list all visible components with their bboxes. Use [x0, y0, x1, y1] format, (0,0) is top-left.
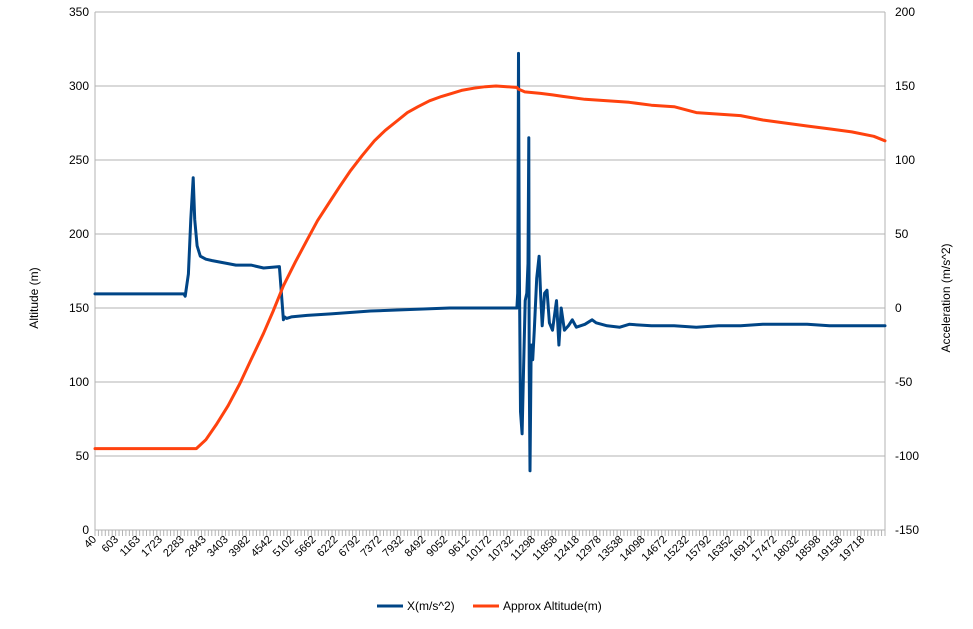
x-tick-label: 1723 [139, 534, 165, 560]
y-tick-label-right: 200 [895, 5, 915, 19]
legend-label-accel: X(m/s^2) [407, 599, 455, 613]
y-tick-label-left: 300 [69, 79, 89, 93]
y-tick-label-left: 50 [76, 449, 90, 463]
x-tick-label: 10732 [486, 534, 516, 564]
y-tick-label-right: 100 [895, 153, 915, 167]
series-lines [93, 51, 887, 473]
y-tick-label-left: 150 [69, 301, 89, 315]
x-tick-label: 2283 [161, 534, 187, 560]
x-tick-label: 4542 [249, 534, 275, 560]
x-tick-label: 6222 [315, 534, 341, 560]
y-axis-left-title: Altitude (m) [27, 267, 41, 328]
y-tick-label-right: 0 [895, 301, 902, 315]
y-tick-label-left: 200 [69, 227, 89, 241]
y-tick-label-left: 350 [69, 5, 89, 19]
x-tick-label: 5662 [293, 534, 319, 560]
x-tick-label: 7372 [359, 534, 385, 560]
y-tick-label-left: 250 [69, 153, 89, 167]
legend: X(m/s^2) Approx Altitude(m) [377, 599, 602, 613]
x-tick-label: 7932 [381, 534, 407, 560]
y-tick-label-right: 50 [895, 227, 909, 241]
axes [94, 12, 886, 536]
series-line-altitude [93, 84, 887, 451]
grid-lines [95, 11, 885, 531]
series-line-accel [93, 51, 887, 473]
x-tick-label: 3982 [227, 534, 253, 560]
y-tick-label-right: -150 [895, 523, 919, 537]
tick-labels: 0 -150 50 -100 100 -50 150 0 200 50 250 100 300 150 35… [69, 5, 919, 564]
x-tick-label: 6792 [337, 534, 363, 560]
x-tick-label: 603 [100, 534, 121, 555]
x-tick-label: 3403 [205, 534, 231, 560]
x-tick-label: 1163 [118, 534, 143, 559]
x-tick-label: 8492 [402, 534, 428, 560]
y-tick-label-right: -50 [895, 375, 913, 389]
y-axis-right-title: Acceleration (m/s^2) [939, 244, 953, 353]
legend-label-altitude: Approx Altitude(m) [503, 599, 602, 613]
x-tick-label: 2843 [183, 534, 209, 560]
x-tick-label: 19718 [837, 534, 867, 564]
y-tick-label-left: 100 [69, 375, 89, 389]
y-tick-label-left: 0 [82, 523, 89, 537]
x-tick-label: 5102 [271, 534, 297, 560]
y-tick-label-right: -100 [895, 449, 919, 463]
x-tick-label: 9052 [424, 534, 450, 560]
y-tick-label-right: 150 [895, 79, 915, 93]
